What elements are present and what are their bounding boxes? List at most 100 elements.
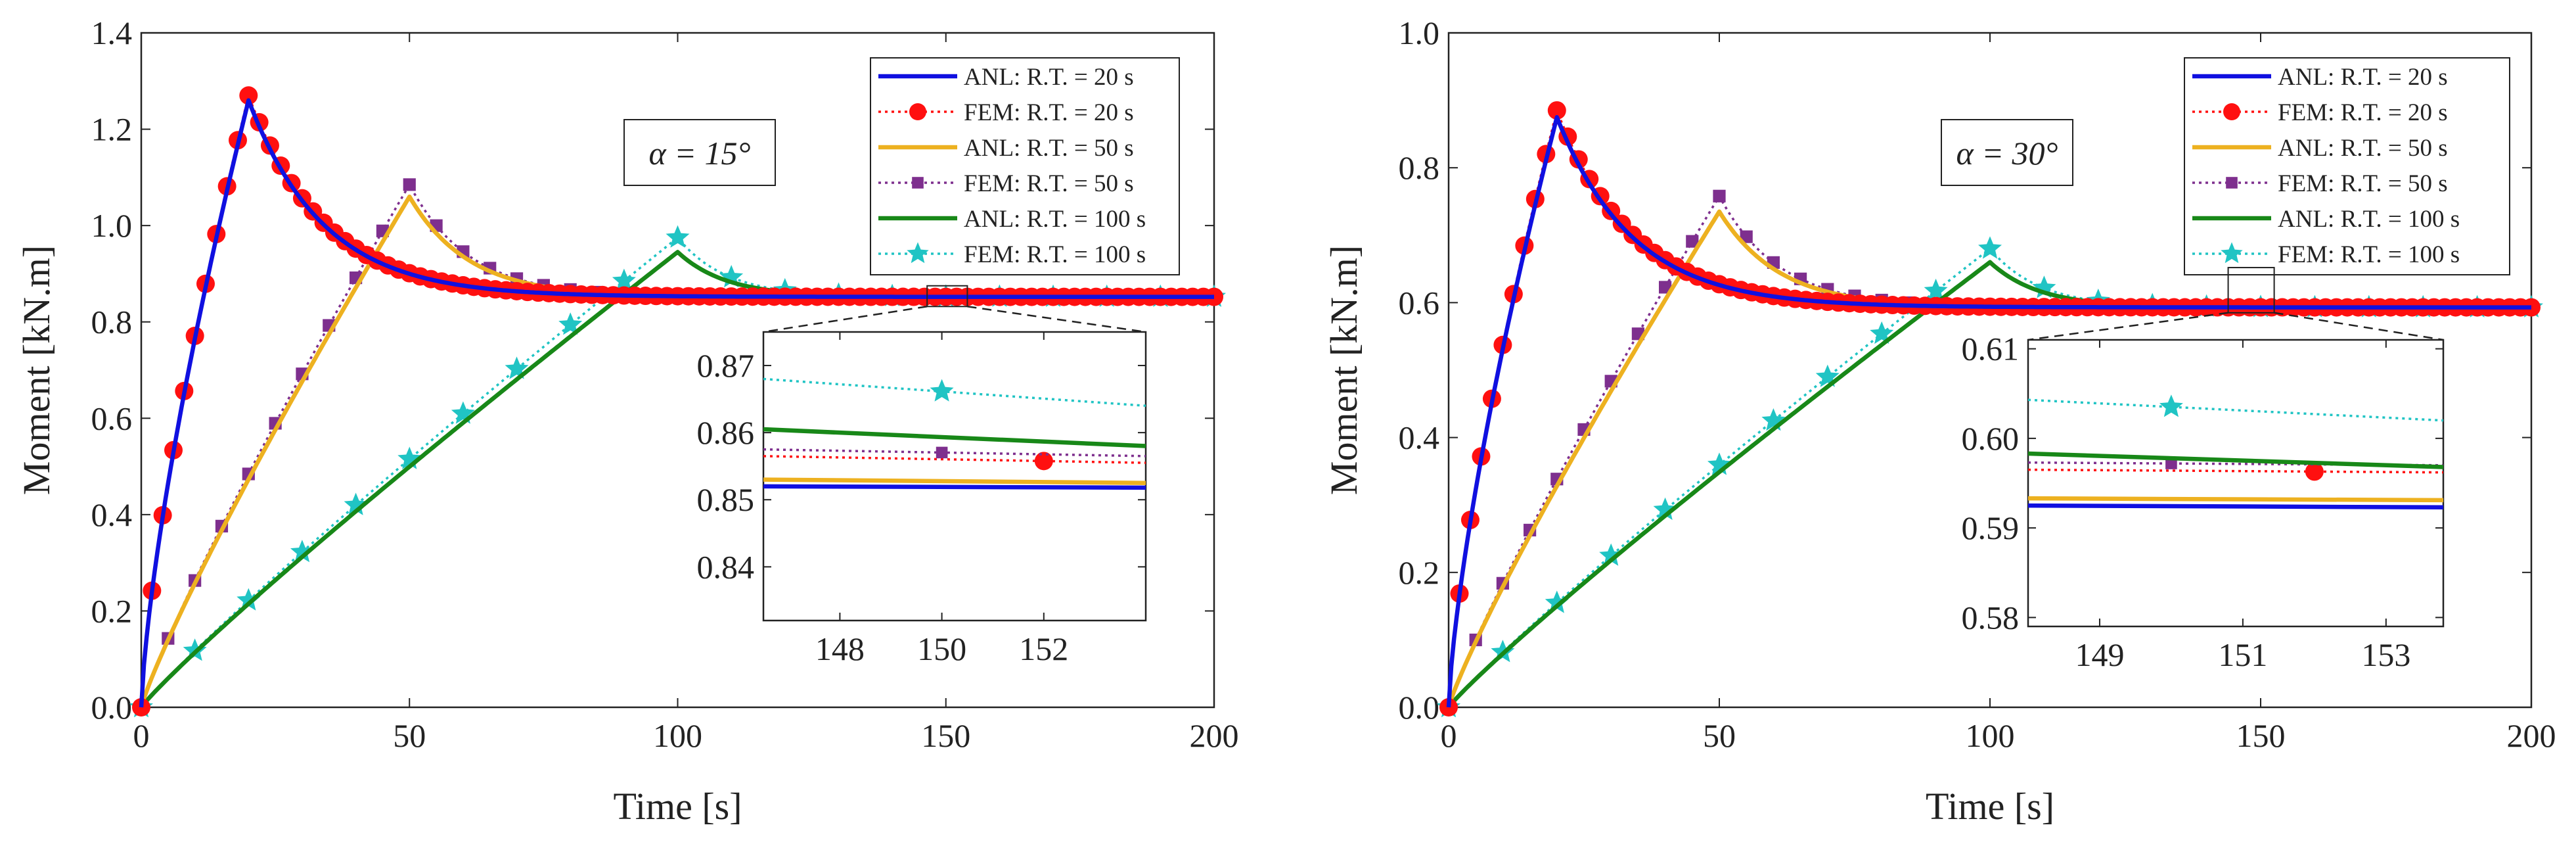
inset-x-tick-label: 148 [815,630,865,667]
chart-alpha-30: 0 50 100 150 200 0.0 0.2 0.4 0.6 0.8 1.0 Time [s] Mo… [1322,14,2556,828]
x-tick-label: 50 [393,717,426,754]
inset-x-tick-label: 152 [1019,630,1068,667]
y-tick-label: 0.4 [1399,419,1440,456]
x-tick-label: 0 [1441,717,1457,754]
series-marker-5 [612,268,636,291]
x-axis-label: Time [s] [1926,785,2054,828]
annotation-text: α = 15° [649,135,751,172]
inset-x-tick-label: 153 [2361,636,2410,673]
legend-marker-5 [907,242,929,264]
legend-label-1: FEM: R.T. = 20 s [2278,99,2448,126]
series-marker-5 [1545,590,1569,613]
y-tick-label: 0.2 [1399,554,1440,591]
series-marker-5 [237,588,261,611]
zoom-connector [967,306,1146,333]
inset-line-3 [763,448,1146,458]
zoom-box [2227,267,2275,314]
x-tick-label: 150 [921,717,970,754]
legend-box [870,57,1180,275]
series-marker-5 [344,492,368,515]
legend-label-1: FEM: R.T. = 20 s [964,99,1134,126]
series-marker-1 [1547,101,1566,120]
inset-y-tick-label: 0.85 [697,481,755,518]
legend-marker-1 [909,103,926,120]
zoom-connector [2027,312,2228,341]
x-axis-label: Time [s] [613,785,742,828]
inset-y-tick-label: 0.59 [1962,509,2020,546]
legend-marker-3 [2226,177,2238,189]
series-marker-3 [1740,230,1753,243]
y-tick-label: 0.6 [91,400,133,436]
legend-marker-5 [2221,242,2243,264]
y-tick-label: 0.4 [91,496,133,533]
x-tick-label: 0 [133,717,150,754]
legend-label-4: ANL: R.T. = 100 s [964,206,1146,233]
legend-box [2184,57,2510,275]
inset-y-tick-label: 0.60 [1962,420,2020,457]
legend-label-0: ANL: R.T. = 20 s [2278,64,2448,91]
annotation-text: α = 30° [1956,135,2058,172]
annotation-box [623,119,776,186]
inset-y-tick-label: 0.61 [1962,331,2020,367]
y-tick-label: 1.0 [91,207,133,244]
inset-x-tick-label: 150 [917,630,966,667]
series-marker-5 [1924,278,1948,302]
x-tick-label: 50 [1703,717,1736,754]
legend-label-3: FEM: R.T. = 50 s [2278,170,2448,197]
series-marker-5 [666,225,690,248]
series-marker-5 [1599,543,1623,566]
legend-label-2: ANL: R.T. = 50 s [964,135,1134,162]
inset-y-tick-label: 0.86 [697,414,755,451]
inset-line-4 [763,427,1146,448]
y-tick-label: 1.4 [91,14,133,51]
legend-label-2: ANL: R.T. = 50 s [2278,135,2448,162]
x-tick-label: 100 [653,717,702,754]
zoom-box [926,285,968,308]
y-tick-label: 0.8 [91,304,133,341]
inset-y-tick-label: 0.84 [697,548,755,585]
inset-frame [762,331,1147,622]
legend-label-0: ANL: R.T. = 20 s [964,64,1134,91]
legend-label-3: FEM: R.T. = 50 s [964,170,1134,197]
inset-marker-5 [2159,394,2183,417]
inset-y-tick-label: 0.58 [1962,599,2020,636]
x-tick-label: 150 [2236,717,2286,754]
x-tick-label: 200 [2507,717,2556,754]
y-tick-label: 0.8 [1399,149,1440,186]
inset-marker-1 [1034,452,1053,471]
legend-marker-1 [2223,103,2240,120]
chart-alpha-15: 0 50 100 150 200 0.0 0.2 0.4 0.6 0.8 1.0 1.2 1.4 Time… [15,14,1239,828]
inset-line-0 [763,484,1146,490]
series-marker-3 [1713,189,1726,202]
inset-frame [2027,339,2445,628]
series-marker-3 [403,178,416,191]
series-marker-5 [1653,497,1677,520]
y-tick-label: 1.0 [1399,14,1440,51]
y-tick-label: 0.0 [91,689,133,726]
x-tick-label: 200 [1190,717,1239,754]
inset-line-2 [2027,496,2444,503]
annotation-box [1941,119,2073,186]
inset-marker-3 [936,446,948,459]
inset-marker-3 [2165,458,2177,469]
series-marker-3 [1659,281,1672,294]
series-line-0 [1446,115,2531,708]
legend-marker-3 [912,177,924,189]
series-marker-3 [1686,235,1699,248]
y-tick-label: 0.6 [1399,284,1440,321]
inset-marker-5 [930,379,954,402]
inset-line-1 [763,455,1146,464]
series-line-0 [139,98,1214,708]
y-axis-label: Moment [kN.m] [15,245,58,495]
inset-y-tick-label: 0.87 [697,347,755,384]
y-axis-label: Moment [kN.m] [1322,245,1365,495]
series-marker-5 [1978,236,2002,259]
legend-label-5: FEM: R.T. = 100 s [2278,241,2460,268]
zoom-connector [763,306,928,333]
series-marker-1 [239,86,258,105]
legend-label-4: ANL: R.T. = 100 s [2278,206,2460,233]
inset-line-5 [763,377,1146,408]
series-marker-5 [1815,364,1840,387]
y-tick-label: 1.2 [91,111,133,148]
